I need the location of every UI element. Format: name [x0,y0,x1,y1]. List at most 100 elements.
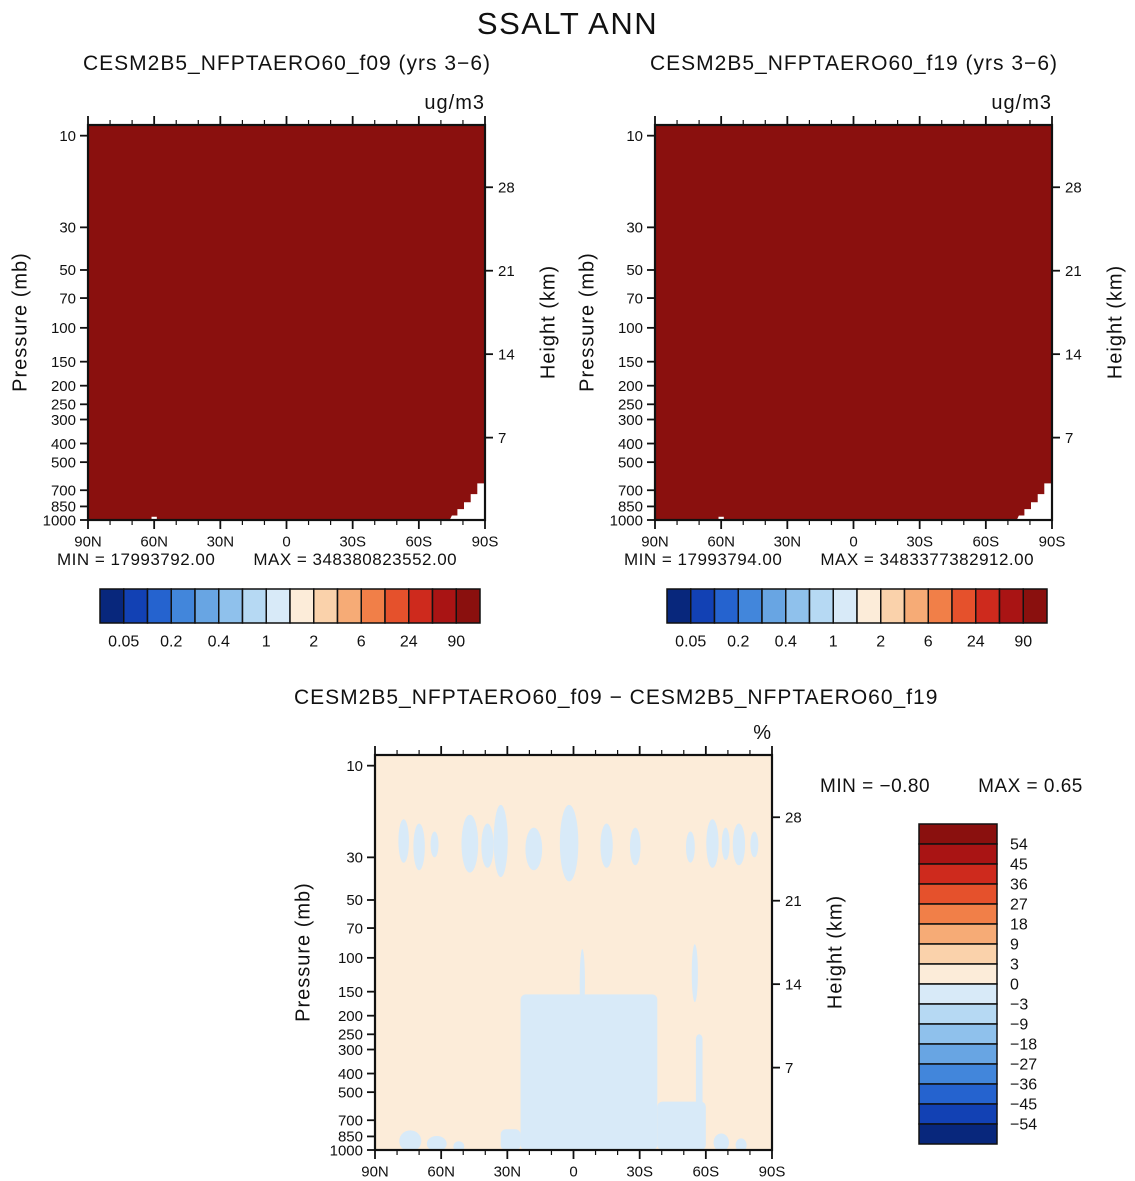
colorbar-cell [360,588,386,624]
figure-title: SSALT ANN [476,6,659,41]
terrain-white [449,483,485,520]
tick-label: 10 [59,128,76,145]
colorbar-cell [808,588,834,624]
tick-label: 50 [626,262,643,279]
tick-label: 850 [338,1129,363,1146]
tick-label: 90S [472,534,499,551]
tick-label: 2 [309,633,318,650]
tick-label: 1 [829,633,838,650]
tick-label: −45 [1010,1097,1037,1114]
tick-label: 400 [338,1066,363,1083]
tick-label: −18 [1010,1037,1037,1054]
tick-label: 30 [626,220,643,237]
tick-label: 14 [498,346,515,363]
tick-label: 300 [51,412,76,429]
tick-label: 90 [447,633,465,650]
colorbar-cell [737,588,763,624]
tick-label: 300 [618,412,643,429]
tick-label: 36 [1010,877,1028,894]
tick-label: 250 [51,397,76,414]
diff-height-axis-label: Height (km) [824,894,847,1010]
tick-label: 24 [967,633,985,650]
tick-label: 28 [1065,180,1082,197]
tick-label: 90 [1014,633,1032,650]
tick-label: 150 [51,354,76,371]
colorbar-cell [785,588,811,624]
tick-label: 7 [498,430,506,447]
tick-label: 250 [338,1027,363,1044]
tick-label: 18 [1010,917,1028,934]
colorbar-cell [918,903,998,925]
tick-label: 0.05 [675,633,706,650]
colorbar-cell [289,588,315,624]
tick-label: 850 [618,499,643,516]
tick-label: 6 [357,633,366,650]
tick-label: 150 [338,984,363,1001]
tick-label: 21 [498,263,515,280]
tick-label: 2 [876,633,885,650]
tick-label: −54 [1010,1117,1037,1134]
tick-label: 7 [785,1060,793,1077]
tick-label: 60S [405,534,432,551]
tick-label: 0.4 [208,633,230,650]
tick-label: 28 [785,810,802,827]
tick-label: 7 [1065,430,1073,447]
colorbar-f09: 0.05 0.2 0.4 1 2 6 24 90 [99,588,481,650]
colorbar-cell [918,1103,998,1125]
tick-label: 6 [924,633,933,650]
colorbar-cell [918,1043,998,1065]
tick-label: 0.05 [108,633,139,650]
tick-label: 30S [626,1164,653,1181]
diff-pressure-axis-label: Pressure (mb) [292,882,315,1022]
panel-f09-minmax: MIN = 17993792.00 MAX = 348380823552.00 [57,550,457,570]
tick-label: 60N [707,534,735,551]
colorbar-cell [455,588,481,624]
colorbar-cell [927,588,953,624]
max-stat: MAX = 0.65 [978,776,1083,797]
colorbar-cell [666,588,692,624]
tick-label: 0 [849,534,857,551]
tick-label: 250 [618,397,643,414]
colorbar-cell [903,588,929,624]
tick-label: 90N [361,1164,389,1181]
diff-negative-anomalies [398,804,759,1150]
tick-label: 400 [51,436,76,453]
tick-label: 0.2 [160,633,182,650]
terrain-white [1016,483,1052,520]
diff-minmax: MIN = −0.80 MAX = 0.65 [820,776,1083,798]
tick-label: 30N [494,1164,522,1181]
colorbar-cell [713,588,739,624]
tick-label: 90N [74,534,102,551]
tick-label: 60S [972,534,999,551]
panel-f19-title: CESM2B5_NFPTAERO60_f19 (yrs 3−6) [649,52,1058,75]
tick-label: 500 [338,1084,363,1101]
tick-label: 14 [785,976,802,993]
colorbar-cell [880,588,906,624]
diff-units-label: % [753,722,772,744]
panel-f19-height-axis-label: Height (km) [1104,264,1127,380]
tick-label: 30 [346,850,363,867]
colorbar-cell [975,588,1001,624]
colorbar-cell [431,588,457,624]
tick-label: 3 [1010,957,1019,974]
colorbar-cell [146,588,172,624]
tick-label: 54 [1010,837,1028,854]
tick-label: 0.2 [727,633,749,650]
max-stat: MAX = 3483377382912.00 [820,550,1035,569]
tick-label: 300 [338,1042,363,1059]
colorbar-cell [218,588,244,624]
tick-label: 30S [339,534,366,551]
tick-label: 70 [626,290,643,307]
colorbar-cell [918,1123,998,1145]
tick-label: 0 [282,534,290,551]
colorbar-cell [123,588,149,624]
tick-label: 21 [785,893,802,910]
colorbar-cell [384,588,410,624]
colorbar-cell [761,588,787,624]
colorbar-cell [690,588,716,624]
panel-f09-height-axis-label: Height (km) [537,264,560,380]
tick-label: 60N [140,534,168,551]
tick-label: 850 [51,499,76,516]
tick-label: 30 [59,220,76,237]
